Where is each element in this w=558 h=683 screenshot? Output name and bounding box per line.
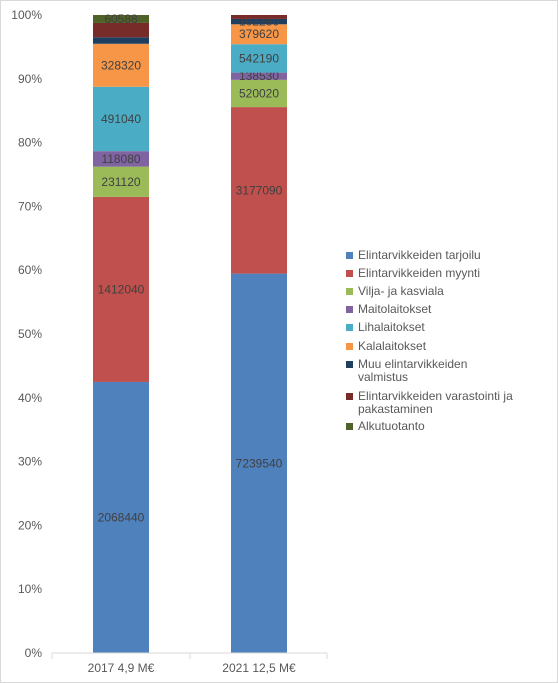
- legend-label: Elintarvikkeiden tarjoilu: [358, 248, 481, 262]
- data-label: 520020: [239, 86, 279, 100]
- bar-segment: [93, 381, 149, 653]
- y-tick-label: 80%: [18, 136, 42, 150]
- legend-item: Kalalaitokset: [346, 339, 427, 353]
- y-tick-label: 20%: [18, 518, 42, 532]
- legend-label: Elintarvikkeiden myynti: [358, 266, 480, 280]
- bar-segment: [93, 43, 149, 87]
- data-label: 1412040: [98, 282, 145, 296]
- bar-segment: [93, 166, 149, 197]
- bar-segment: [93, 15, 149, 23]
- legend-label: Muu elintarvikkeiden: [358, 357, 467, 371]
- bar-segment: [93, 86, 149, 152]
- bar-segment: [231, 15, 287, 19]
- legend: Elintarvikkeiden tarjoilu Elintarvikkeide…: [346, 248, 513, 433]
- data-label: 138530: [239, 69, 279, 83]
- legend-label: Lihalaitokset: [358, 320, 425, 334]
- bar-segment: [93, 151, 149, 167]
- bar-segment: [231, 44, 287, 73]
- x-tick-label: 2021 12,5 M€: [222, 661, 296, 675]
- y-tick-label: 100%: [11, 8, 42, 22]
- y-tick-label: 50%: [18, 327, 42, 341]
- data-label: 118080: [101, 152, 140, 166]
- data-label: 542190: [239, 51, 279, 65]
- legend-label: Kalalaitokset: [358, 339, 427, 353]
- bar-segment: [231, 107, 287, 274]
- data-label: 231120: [101, 175, 140, 189]
- legend-label: Alkutuotanto: [358, 419, 425, 433]
- legend-swatch: [346, 393, 353, 400]
- data-label: 60588: [104, 12, 138, 26]
- legend-item: Elintarvikkeiden myynti: [346, 266, 480, 280]
- legend-swatch: [346, 423, 353, 430]
- data-label: 2068440: [98, 510, 145, 524]
- bar-segment: [93, 196, 149, 382]
- legend-swatch: [346, 270, 353, 277]
- legend-item: Elintarvikkeiden varastointi japakastami…: [346, 389, 513, 416]
- data-label: 379620: [239, 27, 279, 41]
- bar-segment: [231, 273, 287, 653]
- legend-item: Maitolaitokset: [346, 302, 432, 316]
- y-tick-label: 60%: [18, 263, 42, 277]
- bar-segment: [231, 79, 287, 108]
- legend-swatch: [346, 343, 353, 350]
- legend-swatch: [346, 306, 353, 313]
- legend-label: Elintarvikkeiden varastointi ja: [358, 389, 513, 403]
- bar-stack: 2068440 1412040 231120 118080 491040 328320 60…: [93, 12, 149, 653]
- bar-segment: [231, 24, 287, 45]
- legend-swatch: [346, 361, 353, 368]
- data-label: 7239540: [236, 456, 283, 470]
- legend-swatch: [346, 324, 353, 331]
- y-tick-label: 40%: [18, 391, 42, 405]
- legend-item: Alkutuotanto: [346, 419, 425, 433]
- legend-item: Vilja- ja kasviala: [346, 284, 444, 298]
- legend-swatch: [346, 288, 353, 295]
- y-tick-label: 70%: [18, 199, 42, 213]
- x-axis: 2017 4,9 M€ 2021 12,5 M€: [51, 652, 328, 675]
- legend-item: Elintarvikkeiden tarjoilu: [346, 248, 481, 262]
- legend-label: pakastaminen: [358, 402, 433, 416]
- legend-label: valmistus: [358, 370, 408, 384]
- legend-label: Vilja- ja kasviala: [358, 284, 444, 298]
- bar-segment: [93, 37, 149, 44]
- bar-segment: [231, 72, 287, 80]
- bar-stacks: 2068440 1412040 231120 118080 491040 328320 60…: [93, 12, 287, 653]
- bar-stack: 7239540317709052002013853054219037962010…: [231, 15, 287, 653]
- y-tick-label: 10%: [18, 582, 42, 596]
- x-tick-label: 2017 4,9 M€: [88, 661, 155, 675]
- data-label: 491040: [101, 112, 141, 126]
- legend-label: Maitolaitokset: [358, 302, 432, 316]
- legend-swatch: [346, 252, 353, 259]
- y-axis: 0% 10% 20% 30% 40% 50% 60% 70% 80% 90% 100%: [11, 8, 42, 660]
- data-label: 3177090: [236, 183, 283, 197]
- y-tick-label: 0%: [25, 646, 43, 660]
- bar-segment: [231, 18, 287, 25]
- y-tick-label: 90%: [18, 72, 42, 86]
- y-tick-label: 30%: [18, 455, 42, 469]
- data-label: 328320: [101, 58, 141, 72]
- bar-segment: [93, 22, 149, 38]
- legend-item: Lihalaitokset: [346, 320, 425, 334]
